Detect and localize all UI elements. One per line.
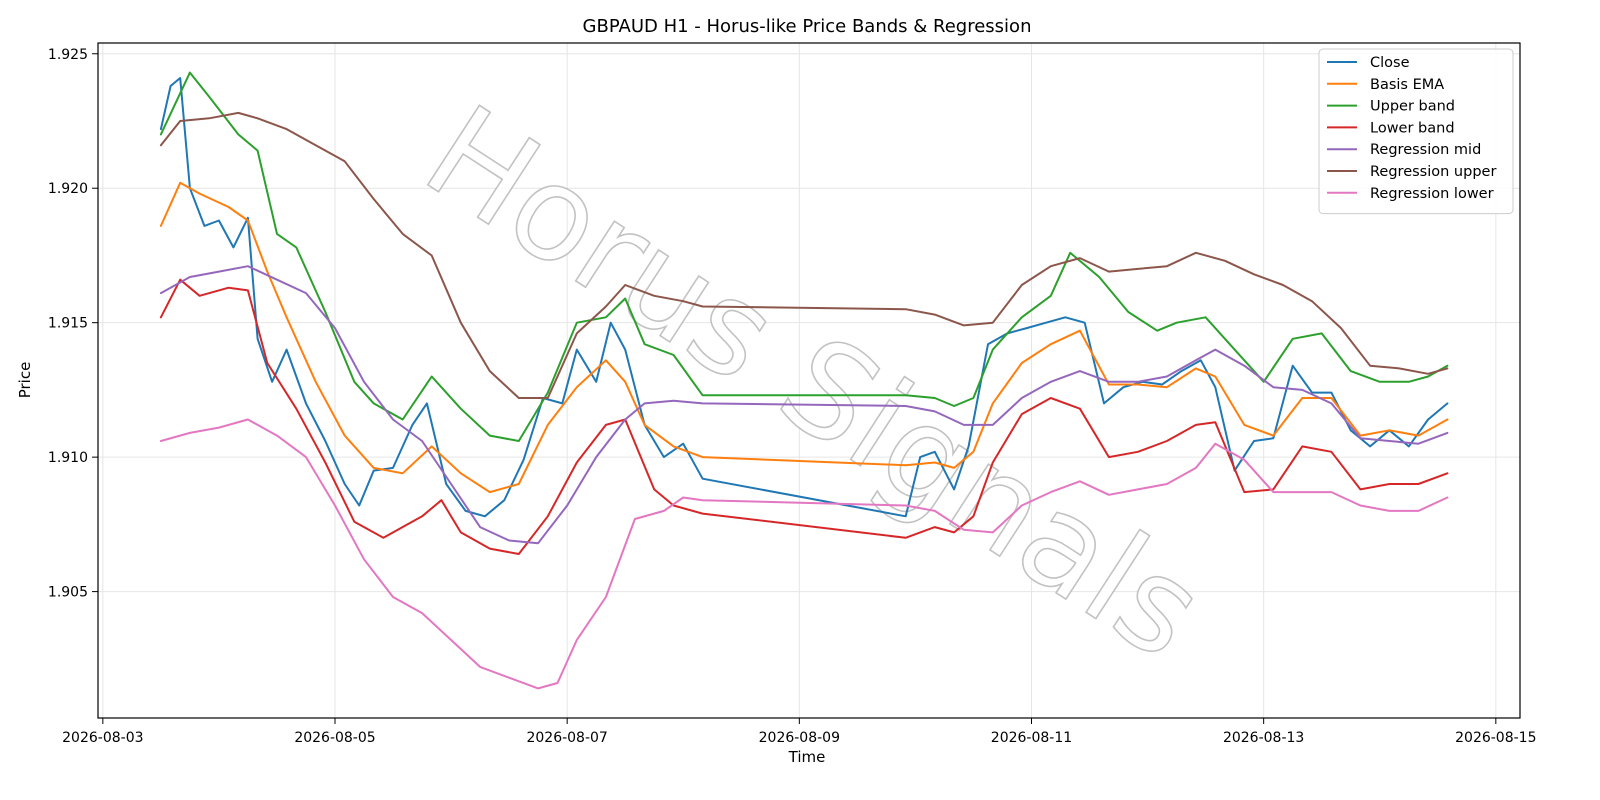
- legend-label-regression-lower: Regression lower: [1370, 186, 1494, 202]
- y-tick-label: 1.910: [48, 450, 88, 466]
- series-line-regression-upper: [159, 111, 1449, 399]
- x-axis-label: Time: [788, 748, 826, 766]
- y-tick-label: 1.915: [48, 316, 88, 332]
- legend-label-close: Close: [1370, 55, 1410, 71]
- series-line-regression-mid: [159, 265, 1449, 545]
- x-tick-label: 2026-08-09: [759, 730, 840, 746]
- legend-box: [1318, 48, 1514, 215]
- x-tick-label: 2026-08-07: [526, 730, 607, 746]
- legend-label-regression-mid: Regression mid: [1370, 142, 1481, 158]
- legend-label-regression-upper: Regression upper: [1370, 164, 1496, 180]
- legend-label-lower-band: Lower band: [1370, 120, 1455, 136]
- plot-area-frame: [97, 42, 1521, 719]
- series-layer: [159, 71, 1449, 690]
- x-tick-label: 2026-08-13: [1223, 730, 1304, 746]
- x-tick-label: 2026-08-15: [1455, 730, 1536, 746]
- x-axis: 2026-08-03 2026-08-05 2026-08-07 2026-08-09…: [62, 718, 1537, 746]
- y-tick-label: 1.905: [48, 585, 88, 601]
- y-axis: 1.905 1.910 1.915 1.920 1.925: [48, 47, 98, 601]
- legend-label-basis-ema: Basis EMA: [1370, 77, 1444, 93]
- y-tick-label: 1.920: [48, 181, 88, 197]
- series-line-close: [159, 77, 1449, 518]
- y-axis-label: Price: [16, 362, 34, 399]
- x-tick-label: 2026-08-05: [294, 730, 375, 746]
- legend: Close Basis EMA Upper band Lower band Regres…: [1318, 48, 1514, 215]
- series-line-lower-band: [159, 278, 1449, 555]
- chart-title: GBPAUD H1 - Horus-like Price Bands & Reg…: [583, 16, 1032, 37]
- x-tick-label: 2026-08-03: [62, 730, 143, 746]
- x-tick-label: 2026-08-11: [991, 730, 1072, 746]
- grid-lines: [98, 43, 1520, 718]
- series-line-regression-lower: [159, 418, 1449, 690]
- y-tick-label: 1.925: [48, 47, 88, 63]
- series-line-basis-ema: [159, 181, 1449, 494]
- legend-label-upper-band: Upper band: [1370, 99, 1455, 115]
